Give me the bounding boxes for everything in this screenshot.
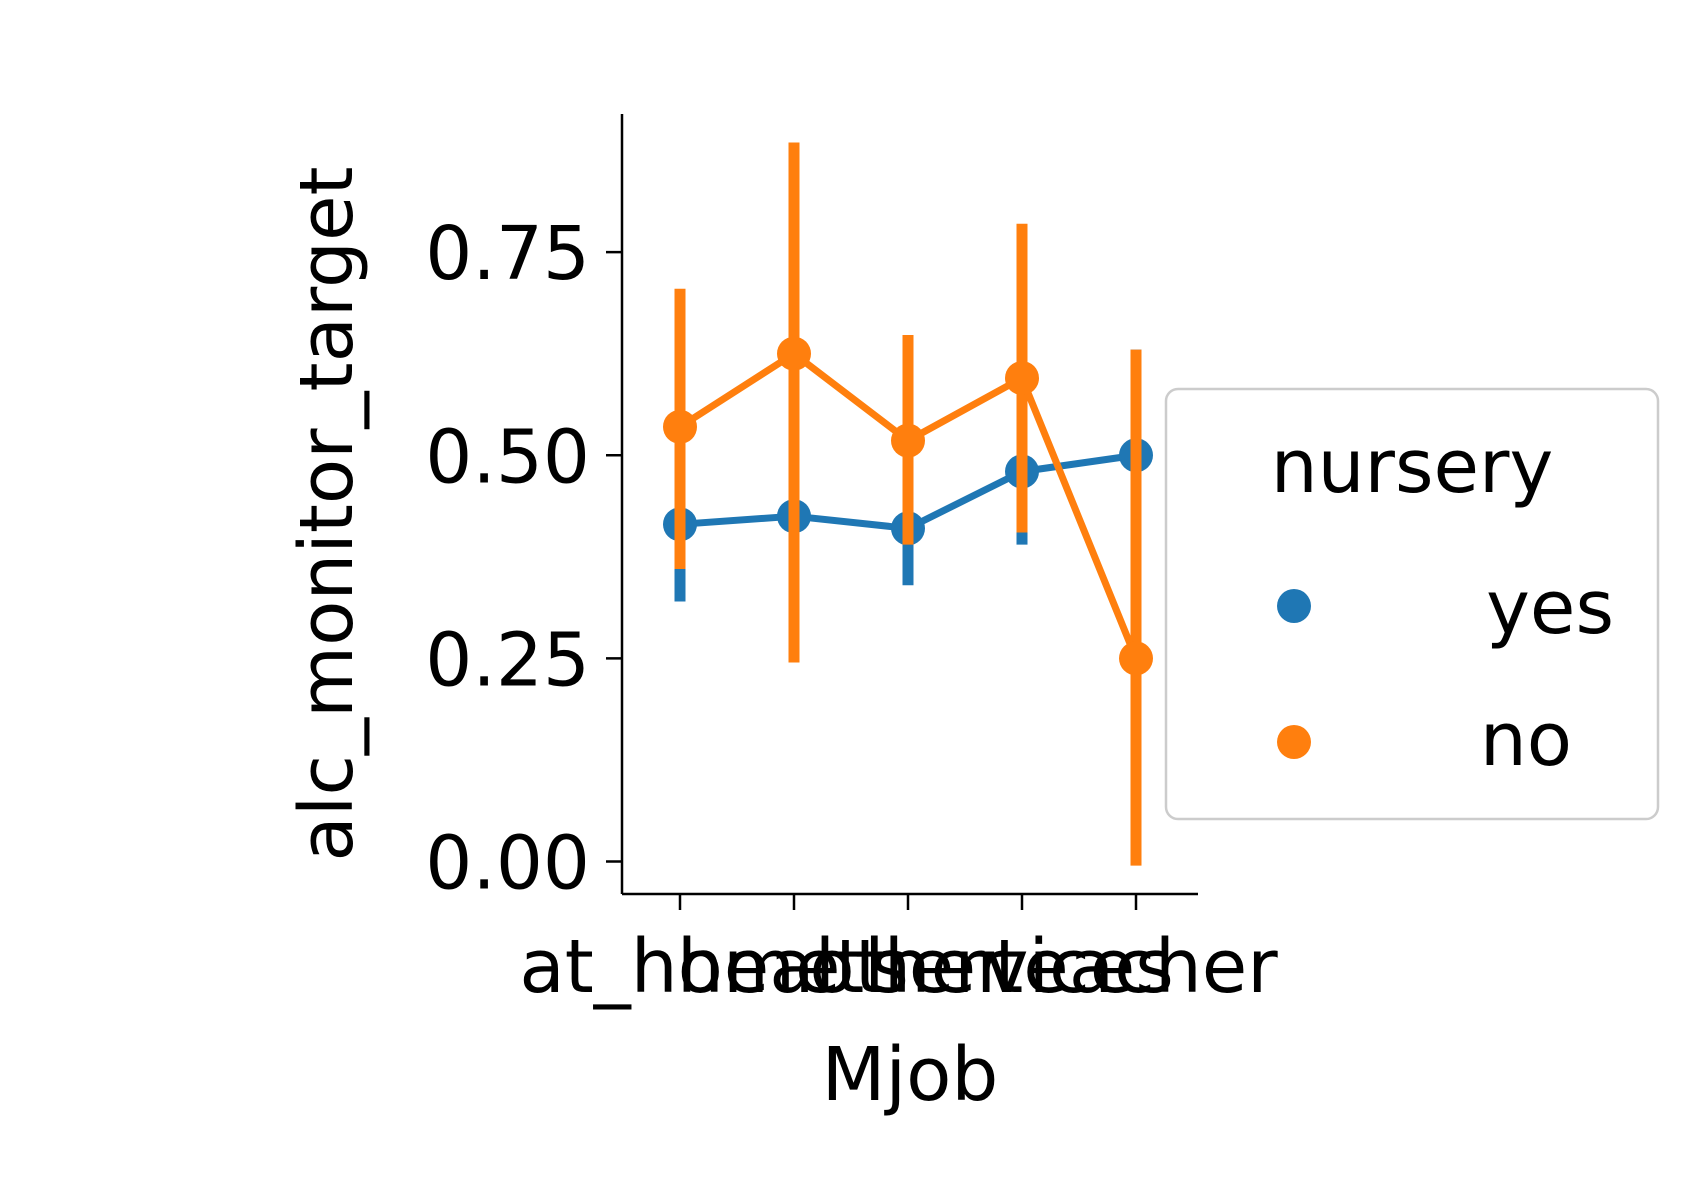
legend-frame	[1164, 387, 1660, 821]
data-point	[1005, 361, 1039, 396]
legend-title: nursery	[1271, 424, 1554, 510]
legend-marker-no	[1277, 725, 1311, 759]
data-point	[1119, 641, 1153, 676]
legend-label-yes: yes	[1486, 565, 1614, 651]
axes	[620, 114, 1198, 896]
data-point	[891, 423, 925, 458]
x-tick-label: services	[870, 924, 1174, 1010]
x-tick-label: teacher	[994, 924, 1278, 1010]
data-point	[777, 336, 811, 371]
x-tick-label: other	[809, 924, 1007, 1010]
x-tick-label: at_home	[519, 924, 840, 1010]
x-tick-label: health	[677, 924, 911, 1010]
y-axis-label: alc_monitor_target	[284, 166, 370, 861]
series-no	[663, 142, 1153, 866]
series-layer	[663, 142, 1153, 866]
y-tick-label: 0.25	[425, 617, 590, 703]
x-axis-label: Mjob	[822, 1032, 999, 1118]
legend-marker-yes	[1277, 589, 1311, 623]
y-tick-label: 0.00	[425, 821, 590, 907]
data-point	[663, 409, 697, 444]
y-tick-label: 0.50	[425, 414, 590, 500]
legend: nursery yes no	[1164, 387, 1660, 821]
y-ticks: 0.00 0.25 0.50 0.75	[425, 211, 622, 907]
y-tick-label: 0.75	[425, 211, 590, 297]
legend-label-no: no	[1480, 697, 1572, 783]
